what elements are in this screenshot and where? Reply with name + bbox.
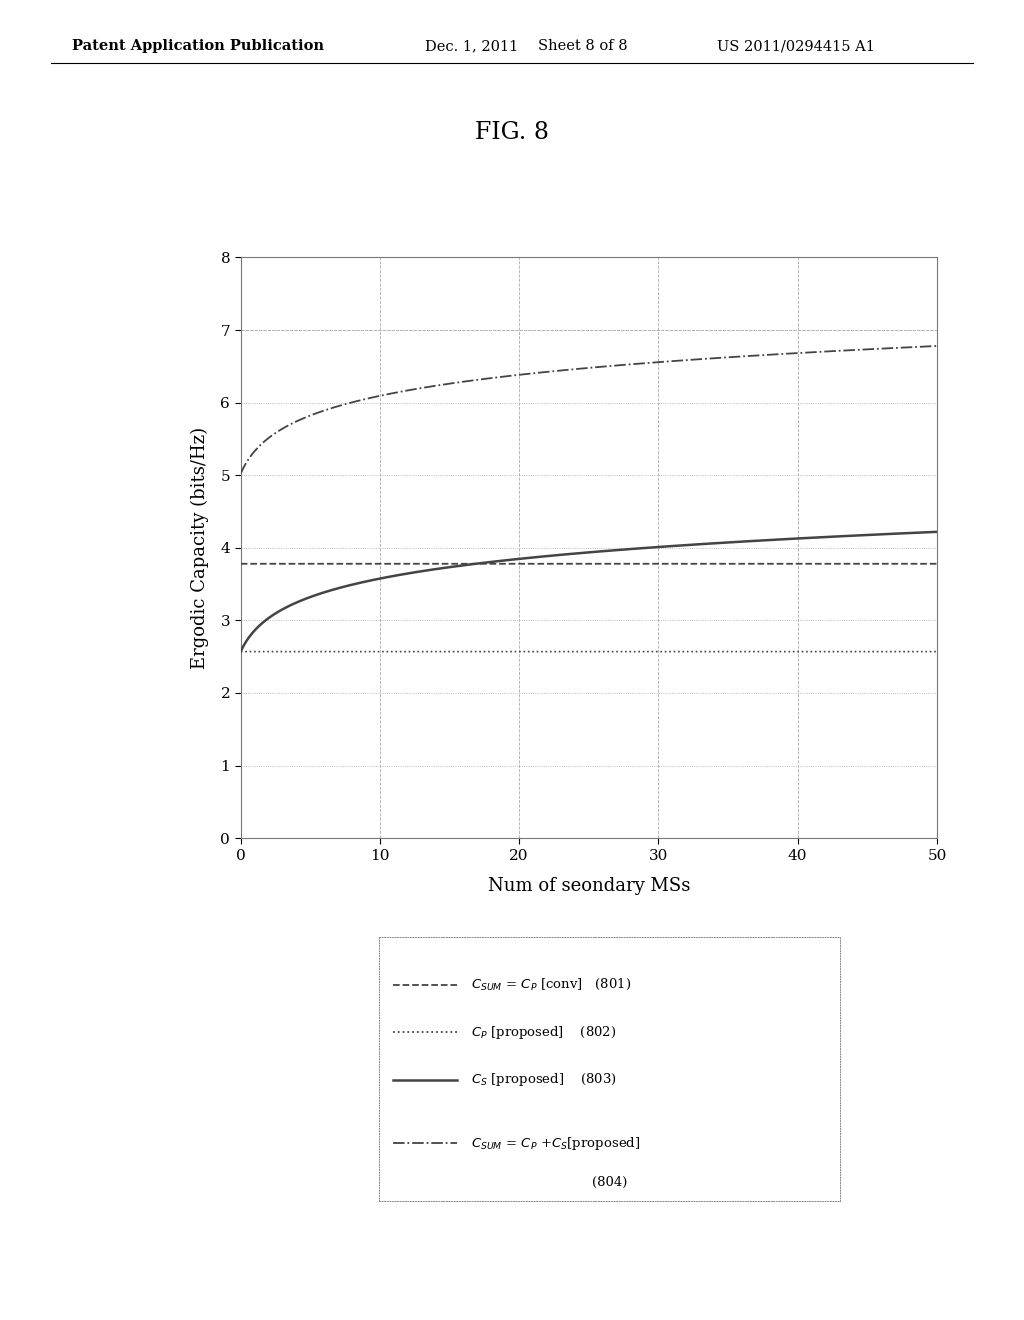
X-axis label: Num of seondary MSs: Num of seondary MSs (487, 876, 690, 895)
Text: FIG. 8: FIG. 8 (475, 120, 549, 144)
Text: Patent Application Publication: Patent Application Publication (72, 40, 324, 53)
Y-axis label: Ergodic Capacity (bits/Hz): Ergodic Capacity (bits/Hz) (191, 426, 209, 669)
Text: $C_S$ [proposed]    (803): $C_S$ [proposed] (803) (471, 1072, 616, 1088)
Text: Dec. 1, 2011: Dec. 1, 2011 (425, 40, 518, 53)
Text: Sheet 8 of 8: Sheet 8 of 8 (538, 40, 628, 53)
Text: $C_{SUM}$ = $C_P$ [conv]   (801): $C_{SUM}$ = $C_P$ [conv] (801) (471, 977, 631, 993)
Text: $C_P$ [proposed]    (802): $C_P$ [proposed] (802) (471, 1024, 616, 1040)
Text: $C_{SUM}$ = $C_P$ +$C_S$[proposed]: $C_{SUM}$ = $C_P$ +$C_S$[proposed] (471, 1135, 640, 1151)
Text: US 2011/0294415 A1: US 2011/0294415 A1 (717, 40, 874, 53)
Text: (804): (804) (592, 1176, 627, 1189)
